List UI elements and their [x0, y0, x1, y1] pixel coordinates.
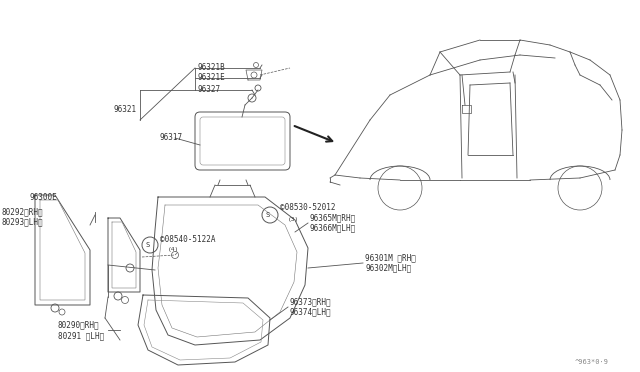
Text: 96365M〈RH〉: 96365M〈RH〉 — [310, 214, 356, 222]
Circle shape — [142, 237, 158, 253]
Text: 96321E: 96321E — [197, 74, 225, 83]
Text: (3): (3) — [288, 218, 300, 222]
Text: 96301M 〈RH〉: 96301M 〈RH〉 — [365, 253, 416, 263]
Text: 96321B: 96321B — [197, 64, 225, 73]
Text: 96321: 96321 — [113, 106, 136, 115]
Text: 80290〈RH〉: 80290〈RH〉 — [58, 321, 100, 330]
Text: S: S — [266, 212, 270, 218]
Text: S: S — [146, 242, 150, 248]
Circle shape — [262, 207, 278, 223]
Text: 96373〈RH〉: 96373〈RH〉 — [290, 298, 332, 307]
Text: ©08540-5122A: ©08540-5122A — [160, 234, 216, 244]
Text: 96317: 96317 — [160, 134, 183, 142]
Text: 96327: 96327 — [197, 86, 220, 94]
Text: 96374〈LH〉: 96374〈LH〉 — [290, 308, 332, 317]
Text: ^963*0·9: ^963*0·9 — [575, 359, 609, 365]
Text: 80292〈RH〉: 80292〈RH〉 — [2, 208, 44, 217]
Text: ©08530-52012: ©08530-52012 — [280, 203, 335, 212]
Text: 96366M〈LH〉: 96366M〈LH〉 — [310, 224, 356, 232]
Text: 96302M〈LH〉: 96302M〈LH〉 — [365, 263, 412, 273]
Text: 80293〈LH〉: 80293〈LH〉 — [2, 218, 44, 227]
Text: 80291 〈LH〉: 80291 〈LH〉 — [58, 331, 104, 340]
Text: 96300E: 96300E — [30, 193, 58, 202]
Text: (4): (4) — [168, 247, 179, 253]
